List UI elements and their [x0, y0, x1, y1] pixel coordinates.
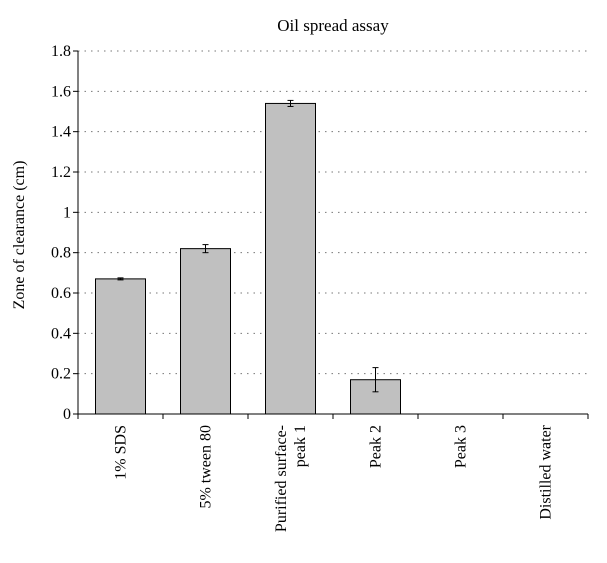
x-tick-label: Distilled water: [538, 424, 555, 519]
x-tick-label: 1% SDS: [113, 425, 130, 480]
x-tick-label-line: Purified surface-: [273, 425, 290, 532]
x-axis-ticks: 1% SDS 5% tween 80 Purified surface-peak 1…: [77, 414, 589, 532]
axes: [77, 51, 588, 415]
bar: [95, 278, 146, 415]
bars: [95, 102, 401, 415]
x-tick-label: Peak 2: [368, 425, 385, 468]
gridlines: [78, 50, 588, 375]
x-tick-label-line: Peak 2: [368, 425, 385, 468]
y-axis-ticks: 0 0.2 0.4 0.6 0.8 1 1.2 1.4 1.6 1.8: [51, 43, 78, 423]
x-tick-label-line: peak 1: [292, 425, 309, 467]
y-tick-label: 0: [63, 406, 71, 423]
y-tick-label: 1.6: [51, 83, 71, 100]
x-tick-label-line: Peak 3: [453, 425, 470, 468]
x-tick-label-line: Distilled water: [538, 424, 555, 519]
chart-title: Oil spread assay: [277, 16, 389, 35]
y-tick-label: 0.2: [51, 366, 71, 383]
y-tick-label: 1.8: [51, 43, 71, 60]
y-tick-label: 0.8: [51, 245, 71, 262]
y-tick-label: 1.2: [51, 164, 71, 181]
x-tick-label: 5% tween 80: [198, 425, 215, 509]
y-axis-label: Zone of clearance (cm): [11, 161, 28, 310]
y-tick-label: 1: [63, 204, 71, 221]
y-tick-label: 0.6: [51, 285, 71, 302]
error-bars: [117, 99, 379, 393]
y-tick-label: 1.4: [51, 124, 71, 141]
bar: [180, 248, 231, 415]
x-tick-label: Peak 3: [453, 425, 470, 468]
x-tick-label-line: 5% tween 80: [198, 425, 215, 509]
y-tick-label: 0.4: [51, 325, 71, 342]
x-tick-label: Purified surface-peak 1: [273, 425, 309, 532]
bar: [265, 102, 316, 415]
x-tick-label-line: 1% SDS: [113, 425, 130, 480]
